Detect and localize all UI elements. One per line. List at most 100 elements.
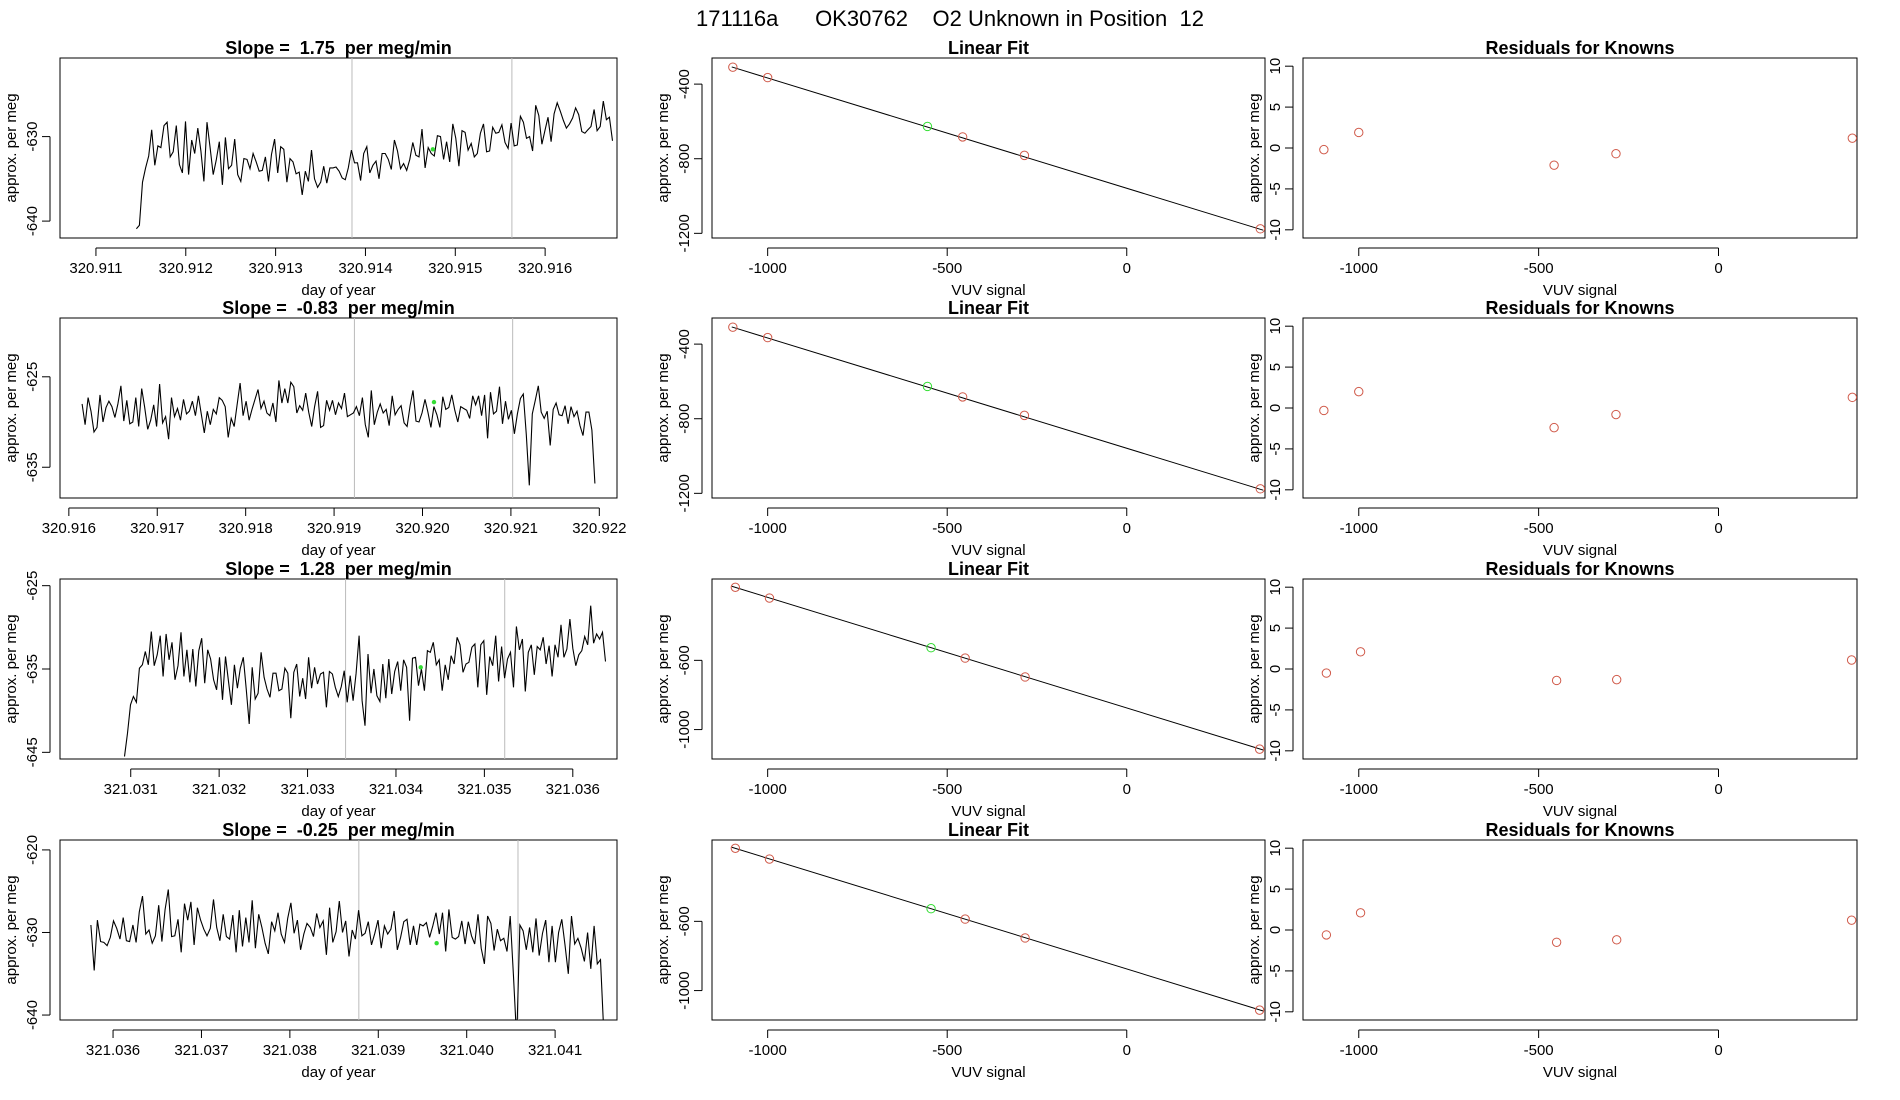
chart-panel-4-1: Slope = -0.25 per meg/min 321.036 321.037 3… — [3, 820, 618, 1081]
series-line — [123, 605, 607, 757]
known-point — [1551, 937, 1562, 947]
y-tick-label: 10 — [1267, 579, 1284, 596]
known-point — [1321, 668, 1332, 678]
x-tick-label: 321.036 — [546, 781, 600, 798]
plot-area — [728, 62, 1265, 234]
x-tick-label: -500 — [932, 520, 962, 537]
plot-area — [1319, 386, 1857, 433]
y-axis-label: approx. per meg — [655, 93, 672, 202]
x-tick-label: 0 — [1714, 1042, 1722, 1059]
x-tick-label: 0 — [1714, 260, 1722, 277]
y-tick-label: -10 — [1267, 1001, 1284, 1023]
x-tick-label: 320.919 — [307, 520, 361, 537]
y-tick-label: -400 — [676, 329, 693, 359]
fit-line — [731, 585, 1264, 751]
known-point — [1611, 935, 1622, 945]
x-tick-label: 321.035 — [457, 781, 511, 798]
known-point — [1019, 410, 1030, 421]
x-tick-label: 320.917 — [130, 520, 184, 537]
y-tick-label: -800 — [676, 144, 693, 174]
y-tick-label: 0 — [1267, 404, 1284, 412]
y-tick-label: -5 — [1267, 182, 1284, 195]
x-tick-label: -500 — [1524, 260, 1554, 277]
x-tick-label: 320.922 — [572, 520, 626, 537]
plot-area — [123, 579, 607, 759]
x-tick-label: 321.037 — [174, 1042, 228, 1059]
known-point — [1355, 908, 1366, 918]
x-tick-label: -1000 — [748, 781, 786, 798]
chart-panel-3-1: Slope = 1.28 per meg/min 321.031 321.032 32… — [3, 559, 618, 820]
known-point — [764, 854, 775, 864]
plot-frame — [711, 57, 1266, 239]
x-tick-label: -500 — [1524, 781, 1554, 798]
x-axis-label: day of year — [301, 282, 375, 299]
y-tick-label: -1200 — [676, 214, 693, 252]
chart-panel-2-1: Slope = -0.83 per meg/min 320.916 320.917 3… — [3, 298, 626, 559]
x-tick-label: 321.041 — [528, 1042, 582, 1059]
unknown-point — [926, 904, 936, 914]
known-point — [762, 72, 773, 83]
x-axis-label: VUV signal — [1543, 803, 1617, 820]
y-axis-label: approx. per meg — [3, 875, 20, 984]
x-tick-label: 321.039 — [351, 1042, 405, 1059]
fit-line — [731, 66, 1264, 231]
y-tick-label: 5 — [1267, 885, 1284, 893]
y-tick-label: -5 — [1267, 442, 1284, 455]
known-point — [730, 582, 741, 593]
x-axis-label: day of year — [301, 542, 375, 559]
chart-title: Residuals for Knowns — [1485, 298, 1674, 318]
x-tick-label: -1000 — [748, 260, 786, 277]
known-point — [764, 593, 775, 603]
known-point — [730, 843, 741, 854]
plot-frame — [1302, 578, 1858, 760]
plot-area — [728, 322, 1265, 494]
x-tick-label: 320.913 — [248, 260, 302, 277]
y-tick-label: -10 — [1267, 219, 1284, 241]
y-tick-label: -625 — [24, 571, 41, 601]
known-point — [1847, 133, 1857, 143]
x-axis-label: VUV signal — [1543, 542, 1617, 559]
series-line — [90, 889, 604, 1020]
known-point — [957, 132, 968, 142]
x-tick-label: 320.916 — [518, 260, 572, 277]
fit-line — [731, 326, 1264, 491]
y-tick-label: -620 — [24, 835, 41, 865]
chart-panel-1-2: Linear Fit -1000 -500 0 VUV signal -1200 -800 -… — [655, 38, 1266, 299]
y-tick-label: -625 — [24, 362, 41, 392]
x-tick-label: 320.911 — [69, 260, 122, 277]
known-point — [1551, 675, 1562, 686]
chart-title: Slope = 1.75 per meg/min — [225, 38, 452, 58]
chart-panel-2-2: Linear Fit -1000 -500 0 VUV signal -1200 -800 -… — [655, 298, 1266, 559]
chart-panel-3-3: Residuals for Knowns -1000 -500 0 VUV signal… — [1246, 559, 1858, 820]
plot-frame — [1302, 57, 1858, 239]
known-point — [762, 332, 773, 343]
x-axis-label: VUV signal — [951, 542, 1025, 559]
x-tick-label: 321.032 — [192, 781, 246, 798]
y-tick-label: -635 — [24, 452, 41, 482]
y-axis-label: approx. per meg — [3, 614, 20, 723]
x-tick-label: 321.033 — [280, 781, 334, 798]
chart-title: Residuals for Knowns — [1485, 559, 1674, 579]
x-axis-label: VUV signal — [951, 803, 1025, 820]
y-tick-label: 10 — [1267, 840, 1284, 857]
known-point — [1354, 386, 1364, 397]
known-point — [1255, 224, 1265, 234]
known-point — [1255, 484, 1265, 494]
known-point — [957, 392, 968, 402]
plot-frame — [59, 317, 618, 499]
known-point — [1611, 149, 1621, 159]
x-axis-label: VUV signal — [1543, 282, 1617, 299]
y-tick-label: 5 — [1267, 363, 1284, 371]
chart-title: Slope = -0.83 per meg/min — [222, 298, 455, 318]
chart-title: Residuals for Knowns — [1485, 38, 1674, 58]
y-tick-label: -1000 — [676, 971, 693, 1009]
x-tick-label: 320.912 — [159, 260, 213, 277]
plot-area — [135, 58, 614, 238]
known-point — [960, 914, 970, 924]
x-tick-label: 0 — [1123, 1042, 1131, 1059]
chart-title: Linear Fit — [948, 559, 1029, 579]
chart-title: Residuals for Knowns — [1485, 820, 1674, 840]
x-tick-label: 321.034 — [369, 781, 423, 798]
